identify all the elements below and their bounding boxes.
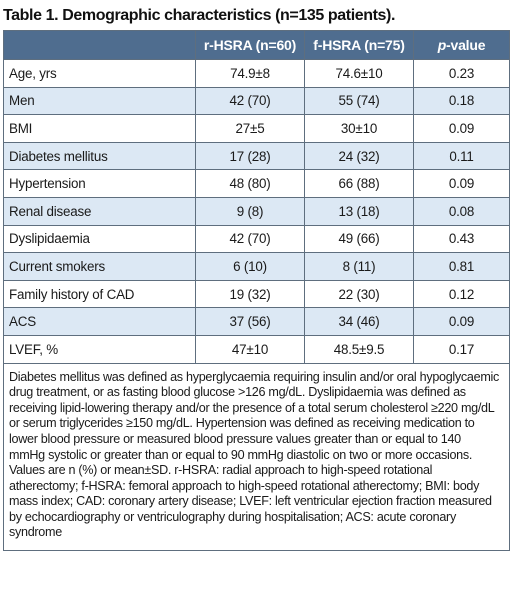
cell-r-hsra: 9 (8) [195, 196, 305, 226]
row-label: ACS [3, 307, 196, 336]
cell-p-value: 0.09 [413, 169, 510, 198]
table-footnote: Diabetes mellitus was defined as hypergl… [3, 362, 510, 552]
footnote-row: Diabetes mellitus was defined as hypergl… [3, 362, 510, 552]
cell-f-hsra: 24 (32) [304, 141, 414, 171]
header-p-letter: p [437, 37, 447, 53]
table-title: Table 1. Demographic characteristics (n=… [3, 7, 396, 24]
cell-r-hsra: 6 (10) [195, 252, 305, 281]
cell-p-value: 0.09 [413, 114, 510, 143]
row-label: BMI [3, 114, 196, 143]
row-label: Renal disease [3, 196, 196, 226]
cell-p-value: 0.17 [413, 334, 510, 364]
cell-r-hsra: 37 (56) [195, 307, 305, 336]
cell-r-hsra: 48 (80) [195, 169, 305, 198]
cell-f-hsra: 55 (74) [304, 86, 414, 116]
cell-r-hsra: 42 (70) [195, 86, 305, 116]
table-row: Renal disease 9 (8) 13 (18) 0.08 [3, 196, 510, 226]
table-row: Diabetes mellitus 17 (28) 24 (32) 0.11 [3, 141, 510, 171]
table-body: Age, yrs 74.9±8 74.6±10 0.23 Men 42 (70)… [3, 59, 510, 552]
table-row: Age, yrs 74.9±8 74.6±10 0.23 [3, 59, 510, 88]
cell-p-value: 0.09 [413, 307, 510, 336]
table-row: Current smokers 6 (10) 8 (11) 0.81 [3, 252, 510, 281]
header-value-suffix: -value [446, 37, 486, 53]
cell-r-hsra: 27±5 [195, 114, 305, 143]
header-r-hsra: r-HSRA (n=60) [195, 30, 305, 60]
cell-f-hsra: 34 (46) [304, 307, 414, 336]
table-row: Family history of CAD 19 (32) 22 (30) 0.… [3, 279, 510, 309]
row-label: Current smokers [3, 252, 196, 281]
cell-p-value: 0.23 [413, 59, 510, 88]
cell-f-hsra: 30±10 [304, 114, 414, 143]
table-row: Men 42 (70) 55 (74) 0.18 [3, 86, 510, 116]
table-row: BMI 27±5 30±10 0.09 [3, 114, 510, 143]
row-label: Diabetes mellitus [3, 141, 196, 171]
cell-f-hsra: 8 (11) [304, 252, 414, 281]
row-label: LVEF, % [3, 334, 196, 364]
table-row: LVEF, % 47±10 48.5±9.5 0.17 [3, 334, 510, 364]
cell-f-hsra: 13 (18) [304, 196, 414, 226]
cell-r-hsra: 42 (70) [195, 224, 305, 254]
header-blank [3, 30, 196, 60]
demographics-table: r-HSRA (n=60) f-HSRA (n=75) p-value Age,… [3, 30, 510, 552]
row-label: Age, yrs [3, 59, 196, 88]
table-row: Dyslipidaemia 42 (70) 49 (66) 0.43 [3, 224, 510, 254]
cell-p-value: 0.43 [413, 224, 510, 254]
row-label: Dyslipidaemia [3, 224, 196, 254]
cell-f-hsra: 48.5±9.5 [304, 334, 414, 364]
row-label: Men [3, 86, 196, 116]
header-row: r-HSRA (n=60) f-HSRA (n=75) p-value [3, 30, 510, 60]
cell-p-value: 0.11 [413, 141, 510, 171]
cell-f-hsra: 74.6±10 [304, 59, 414, 88]
cell-p-value: 0.12 [413, 279, 510, 309]
cell-f-hsra: 49 (66) [304, 224, 414, 254]
cell-r-hsra: 74.9±8 [195, 59, 305, 88]
cell-r-hsra: 19 (32) [195, 279, 305, 309]
cell-p-value: 0.08 [413, 196, 510, 226]
cell-p-value: 0.18 [413, 86, 510, 116]
table-header: r-HSRA (n=60) f-HSRA (n=75) p-value [3, 30, 510, 60]
cell-r-hsra: 17 (28) [195, 141, 305, 171]
row-label: Hypertension [3, 169, 196, 198]
row-label: Family history of CAD [3, 279, 196, 309]
header-f-hsra: f-HSRA (n=75) [304, 30, 414, 60]
table-row: Hypertension 48 (80) 66 (88) 0.09 [3, 169, 510, 198]
cell-f-hsra: 22 (30) [304, 279, 414, 309]
table-row: ACS 37 (56) 34 (46) 0.09 [3, 307, 510, 336]
cell-p-value: 0.81 [413, 252, 510, 281]
cell-r-hsra: 47±10 [195, 334, 305, 364]
table-container: Table 1. Demographic characteristics (n=… [3, 5, 510, 552]
header-p-value: p-value [413, 30, 510, 60]
cell-f-hsra: 66 (88) [304, 169, 414, 198]
